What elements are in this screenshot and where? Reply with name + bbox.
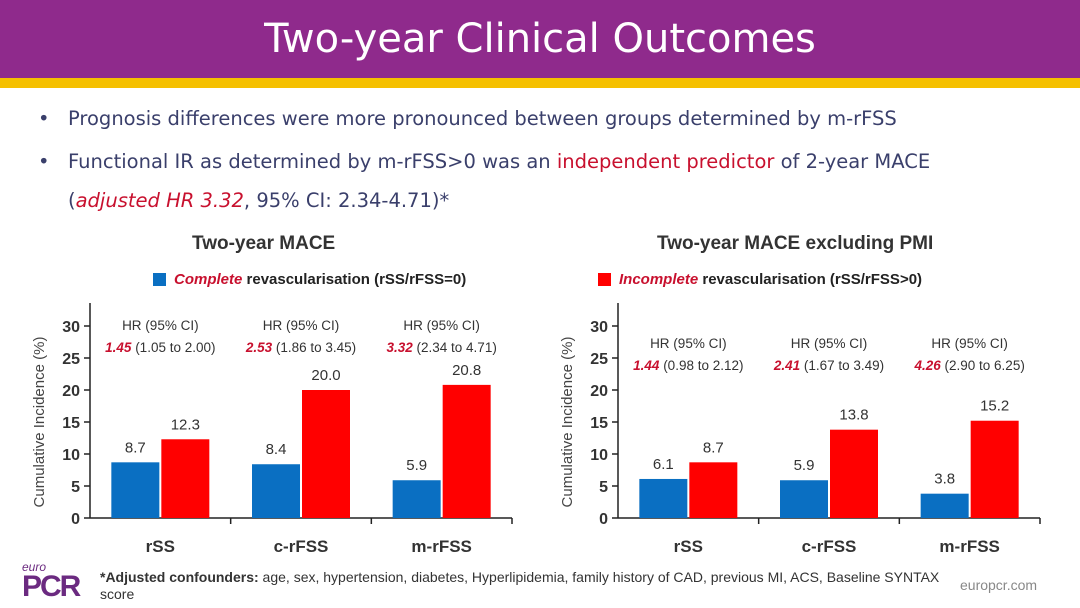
hr-heading: HR (95% CI) [791, 336, 868, 351]
bar-complete [780, 480, 828, 518]
accent-bar [0, 78, 1080, 88]
y-tick-label: 10 [62, 447, 80, 464]
category-label: rSS [674, 537, 703, 556]
bar-complete [252, 464, 300, 518]
hr-heading: HR (95% CI) [931, 336, 1008, 351]
data-label: 8.7 [125, 439, 146, 456]
data-label: 8.7 [703, 439, 724, 456]
legend-swatch-blue [153, 273, 166, 286]
data-label: 20.0 [311, 367, 340, 384]
y-tick-label: 15 [62, 415, 80, 432]
category-label: rSS [146, 537, 175, 556]
y-tick-label: 20 [590, 383, 608, 400]
bar-incomplete [689, 462, 738, 518]
bar-incomplete [302, 390, 350, 518]
site-url: europcr.com [960, 577, 1038, 593]
hr-heading: HR (95% CI) [122, 318, 199, 333]
hr-heading: HR (95% CI) [263, 318, 340, 333]
hr-heading: HR (95% CI) [650, 336, 727, 351]
y-axis-label: Cumulative Incidence (%) [31, 337, 48, 508]
y-tick-label: 30 [590, 319, 608, 336]
legend-swatch-red [598, 273, 611, 286]
data-label: 15.2 [980, 398, 1009, 415]
hr-value: 1.44 (0.98 to 2.12) [633, 358, 743, 373]
y-tick-label: 5 [71, 479, 80, 496]
bar-incomplete [161, 439, 210, 518]
bullet-icon: • [38, 150, 50, 173]
hr-value: 2.41 (1.67 to 3.49) [773, 358, 884, 373]
bar-incomplete [970, 420, 1019, 518]
bullet-icon: • [38, 107, 50, 130]
bar-incomplete [830, 429, 878, 518]
europcr-logo: euro PCR [22, 560, 81, 603]
slide-title: Two-year Clinical Outcomes [264, 16, 816, 62]
chart-title-2: Two-year MACE excluding PMI [657, 233, 934, 254]
y-tick-label: 30 [62, 319, 80, 336]
data-label: 12.3 [171, 416, 200, 433]
y-tick-label: 15 [590, 415, 608, 432]
chart-title-1: Two-year MACE [192, 233, 336, 254]
y-tick-label: 25 [62, 351, 80, 368]
y-tick-label: 20 [62, 383, 80, 400]
category-label: c-rFSS [274, 537, 329, 556]
footnote: *Adjusted confounders: age, sex, hyperte… [100, 569, 940, 602]
legend-complete: Complete revascularisation (rSS/rFSS=0) [153, 271, 466, 288]
y-tick-label: 5 [599, 479, 608, 496]
bar-complete [392, 480, 441, 518]
y-tick-label: 0 [71, 511, 80, 528]
data-label: 3.8 [934, 471, 955, 488]
bar-incomplete [442, 384, 491, 518]
data-label: 6.1 [653, 456, 674, 473]
hr-value: 1.45 (1.05 to 2.00) [105, 340, 215, 355]
category-label: c-rFSS [802, 537, 857, 556]
data-label: 8.4 [266, 441, 287, 458]
data-label: 13.8 [839, 407, 868, 424]
hr-value: 2.53 (1.86 to 3.45) [245, 340, 356, 355]
category-label: m-rFSS [939, 537, 999, 556]
hr-value: 4.26 (2.90 to 6.25) [913, 358, 1024, 373]
category-label: m-rFSS [411, 537, 471, 556]
hr-heading: HR (95% CI) [403, 318, 480, 333]
data-label: 5.9 [794, 457, 815, 474]
y-tick-label: 25 [590, 351, 608, 368]
header: Two-year Clinical Outcomes [0, 0, 1080, 78]
data-label: 20.8 [452, 362, 481, 379]
y-axis-label: Cumulative Incidence (%) [559, 337, 576, 508]
bar-complete [920, 493, 969, 518]
bar-complete [639, 478, 688, 518]
legend-incomplete: Incomplete revascularisation (rSS/rFSS>0… [598, 271, 922, 288]
y-tick-label: 10 [590, 447, 608, 464]
hr-value: 3.32 (2.34 to 4.71) [386, 340, 496, 355]
y-tick-label: 0 [599, 511, 608, 528]
data-label: 5.9 [406, 457, 427, 474]
bar-complete [111, 462, 160, 518]
